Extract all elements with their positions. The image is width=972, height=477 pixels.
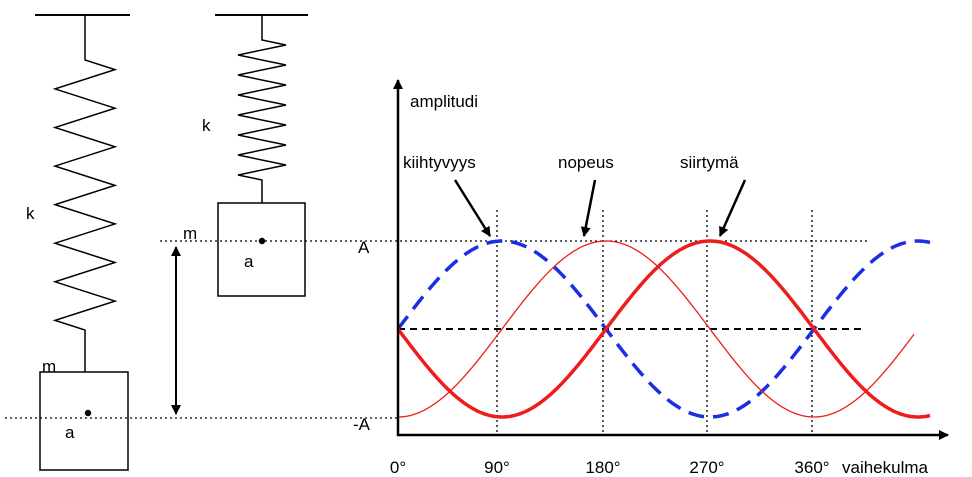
point-label: a	[244, 252, 254, 271]
x-tick-label: 360°	[794, 458, 829, 477]
label-arrow	[453, 179, 492, 237]
guides	[5, 210, 870, 432]
x-axis-label: vaihekulma	[842, 458, 929, 477]
curve-label: siirtymä	[680, 153, 739, 172]
y-label-bottom: -A	[353, 415, 371, 434]
y-axis-label: amplitudi	[410, 92, 478, 111]
curve-label: nopeus	[558, 153, 614, 172]
label-arrow	[580, 179, 597, 237]
left-spring-system	[35, 14, 130, 471]
spring-label: k	[26, 204, 35, 223]
curve-label: kiihtyvyys	[403, 153, 476, 172]
acceleration-curve	[396, 239, 931, 419]
y-label-top: A	[358, 238, 370, 257]
x-tick-label: 0°	[390, 458, 406, 477]
displacement-curve	[396, 239, 931, 419]
label-arrow	[718, 179, 747, 237]
mass-label: m	[42, 357, 56, 376]
x-tick-label: 180°	[585, 458, 620, 477]
x-tick-label: 270°	[689, 458, 724, 477]
mass-label: m	[183, 224, 197, 243]
spring-label: k	[202, 116, 211, 135]
x-tick-label: 90°	[484, 458, 510, 477]
point-label: a	[65, 423, 75, 442]
right-spring-system	[215, 14, 308, 297]
velocity-curve	[398, 240, 915, 418]
